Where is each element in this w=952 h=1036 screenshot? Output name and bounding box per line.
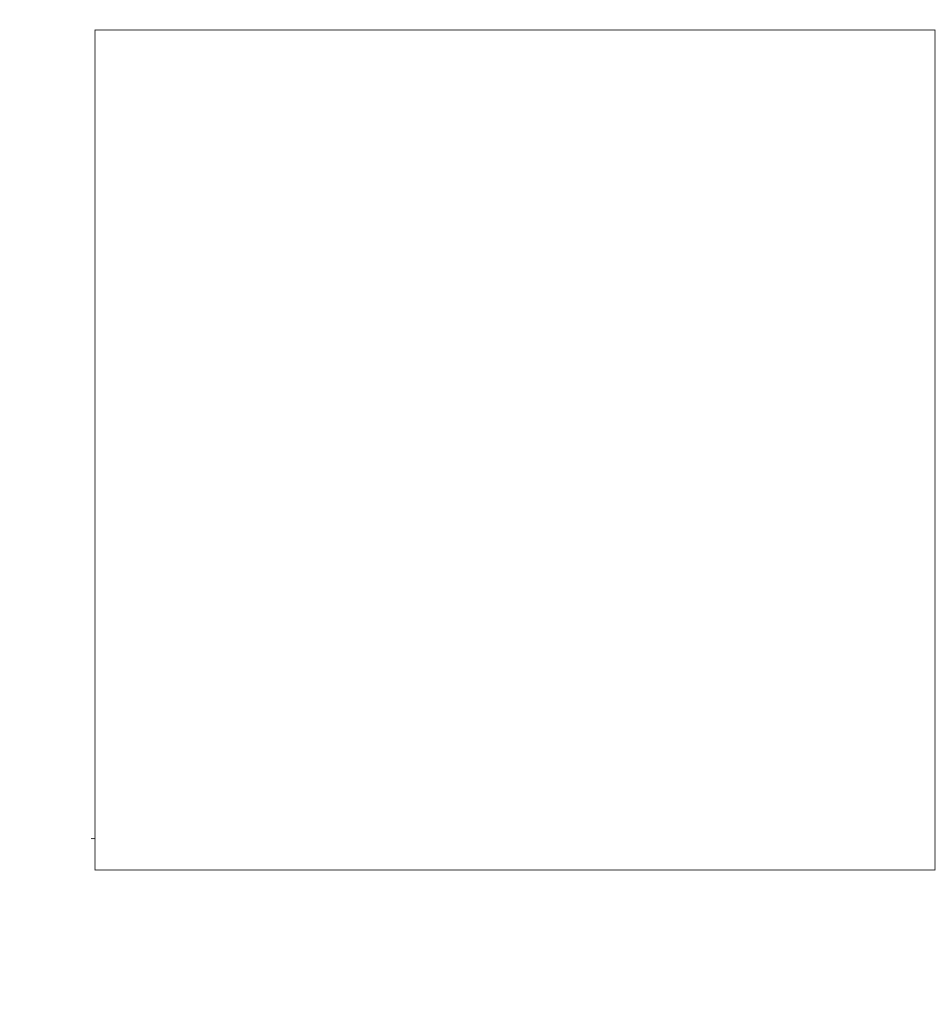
plot-area xyxy=(95,30,935,870)
boxplot-chart xyxy=(0,0,952,1036)
chart-svg xyxy=(0,0,952,1036)
